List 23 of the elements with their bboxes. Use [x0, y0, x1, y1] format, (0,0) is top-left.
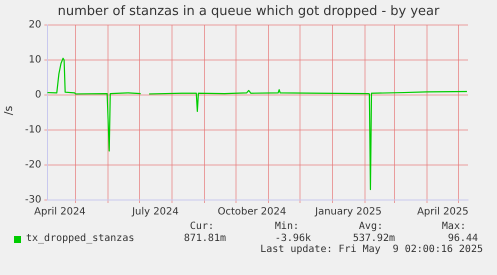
y-tick-label: -30: [24, 194, 42, 206]
y-tick-label: -20: [24, 160, 42, 171]
text: 871.81m: [184, 233, 226, 244]
text: Avg:: [358, 221, 383, 232]
y-tick-label: 10: [28, 54, 42, 66]
y-axis-title: /s: [2, 106, 16, 116]
x-tick-label: July 2024: [131, 206, 179, 218]
chart-title: number of stanzas in a queue which got dropped - by year: [56, 4, 440, 19]
y-tick-label: 20: [28, 20, 42, 31]
text: -3.96k: [274, 233, 311, 244]
text: 96.44: [448, 233, 478, 244]
x-tick-label: October 2024: [218, 206, 286, 218]
text: Max:: [442, 221, 466, 232]
x-tick-label: January 2025: [314, 206, 382, 218]
y-tick-label: 0: [34, 90, 42, 101]
x-tick-label: April 2025: [417, 206, 469, 218]
x-tick-label: April 2024: [34, 206, 86, 218]
text: Cur:: [190, 221, 214, 232]
legend-label: tx_dropped_stanzas: [26, 233, 134, 244]
text: 537.92m: [352, 233, 395, 244]
text: Min:: [274, 221, 299, 232]
text: Last update: Fri May 9 02:00:16 2025: [260, 244, 483, 255]
y-tick-label: -10: [24, 124, 42, 136]
